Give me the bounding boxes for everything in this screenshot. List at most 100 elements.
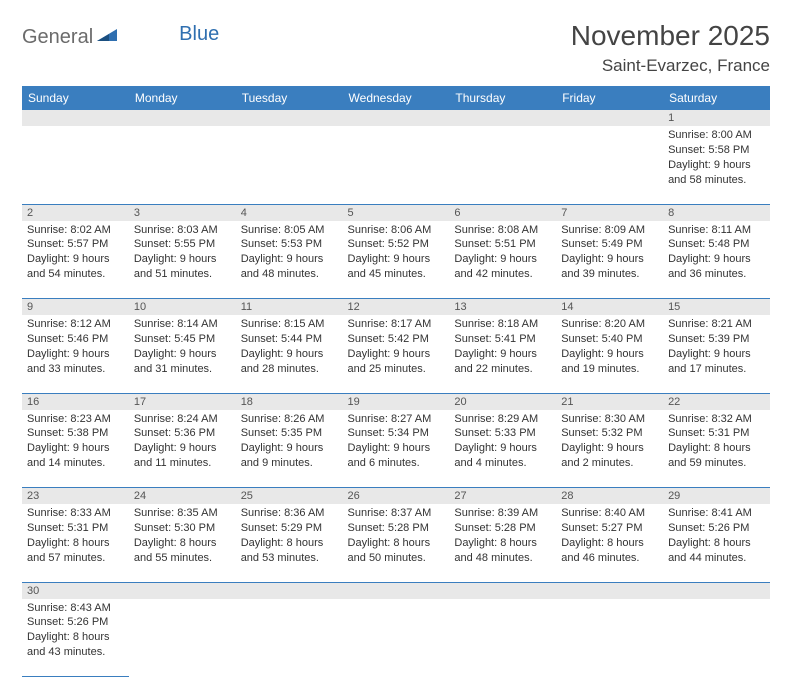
logo: General Blue — [22, 26, 219, 49]
sunrise-text: Sunrise: 8:06 AM — [348, 223, 445, 238]
sunset-text: Sunset: 5:52 PM — [348, 237, 445, 252]
sunset-text: Sunset: 5:51 PM — [454, 237, 551, 252]
day-header-wednesday: Wednesday — [343, 86, 450, 110]
sunrise-text: Sunrise: 8:26 AM — [241, 412, 338, 427]
day-number-cell: 23 — [22, 488, 129, 505]
day-cell: Sunrise: 8:40 AMSunset: 5:27 PMDaylight:… — [556, 504, 663, 582]
day-number-cell: 3 — [129, 204, 236, 221]
day-number-cell: 25 — [236, 488, 343, 505]
day-number-cell: 4 — [236, 204, 343, 221]
empty-cell — [236, 599, 343, 677]
sunset-text: Sunset: 5:42 PM — [348, 332, 445, 347]
day-number-cell — [449, 110, 556, 126]
sunrise-text: Sunrise: 8:18 AM — [454, 317, 551, 332]
empty-cell — [449, 599, 556, 677]
sunrise-text: Sunrise: 8:09 AM — [561, 223, 658, 238]
daylight-text: Daylight: 9 hours and 11 minutes. — [134, 441, 231, 471]
day-cell: Sunrise: 8:03 AMSunset: 5:55 PMDaylight:… — [129, 221, 236, 299]
day-number-cell: 6 — [449, 204, 556, 221]
day-header-monday: Monday — [129, 86, 236, 110]
sunset-text: Sunset: 5:46 PM — [27, 332, 124, 347]
sunrise-text: Sunrise: 8:35 AM — [134, 506, 231, 521]
day-cell: Sunrise: 8:09 AMSunset: 5:49 PMDaylight:… — [556, 221, 663, 299]
day-number-cell — [129, 110, 236, 126]
daylight-text: Daylight: 9 hours and 45 minutes. — [348, 252, 445, 282]
day-number-cell: 13 — [449, 299, 556, 316]
day-number-cell — [236, 582, 343, 599]
day-data-row: Sunrise: 8:12 AMSunset: 5:46 PMDaylight:… — [22, 315, 770, 393]
empty-cell — [343, 599, 450, 677]
sunset-text: Sunset: 5:39 PM — [668, 332, 765, 347]
sunrise-text: Sunrise: 8:37 AM — [348, 506, 445, 521]
sunrise-text: Sunrise: 8:00 AM — [668, 128, 765, 143]
day-data-row: Sunrise: 8:33 AMSunset: 5:31 PMDaylight:… — [22, 504, 770, 582]
empty-cell — [129, 126, 236, 204]
sunset-text: Sunset: 5:44 PM — [241, 332, 338, 347]
day-number-cell: 10 — [129, 299, 236, 316]
day-header-saturday: Saturday — [663, 86, 770, 110]
day-number-cell: 20 — [449, 393, 556, 410]
daylight-text: Daylight: 9 hours and 28 minutes. — [241, 347, 338, 377]
sunrise-text: Sunrise: 8:43 AM — [27, 601, 124, 616]
day-cell: Sunrise: 8:39 AMSunset: 5:28 PMDaylight:… — [449, 504, 556, 582]
logo-text-general: General — [22, 26, 93, 49]
day-number-row: 16171819202122 — [22, 393, 770, 410]
sunrise-text: Sunrise: 8:08 AM — [454, 223, 551, 238]
location-subtitle: Saint-Evarzec, France — [571, 56, 770, 76]
day-number-row: 30 — [22, 582, 770, 599]
sunrise-text: Sunrise: 8:20 AM — [561, 317, 658, 332]
sunset-text: Sunset: 5:26 PM — [27, 615, 124, 630]
empty-cell — [129, 599, 236, 677]
day-cell: Sunrise: 8:43 AMSunset: 5:26 PMDaylight:… — [22, 599, 129, 677]
day-number-cell — [449, 582, 556, 599]
day-cell: Sunrise: 8:32 AMSunset: 5:31 PMDaylight:… — [663, 410, 770, 488]
header: General Blue November 2025 Saint-Evarzec… — [22, 20, 770, 76]
daylight-text: Daylight: 9 hours and 19 minutes. — [561, 347, 658, 377]
day-cell: Sunrise: 8:11 AMSunset: 5:48 PMDaylight:… — [663, 221, 770, 299]
day-number-cell — [556, 582, 663, 599]
logo-flag-icon — [97, 27, 119, 48]
sunset-text: Sunset: 5:58 PM — [668, 143, 765, 158]
day-number-cell: 2 — [22, 204, 129, 221]
day-number-row: 23242526272829 — [22, 488, 770, 505]
daylight-text: Daylight: 8 hours and 53 minutes. — [241, 536, 338, 566]
empty-cell — [343, 126, 450, 204]
day-cell: Sunrise: 8:24 AMSunset: 5:36 PMDaylight:… — [129, 410, 236, 488]
sunset-text: Sunset: 5:48 PM — [668, 237, 765, 252]
day-number-cell: 11 — [236, 299, 343, 316]
sunrise-text: Sunrise: 8:33 AM — [27, 506, 124, 521]
empty-cell — [663, 599, 770, 677]
sunset-text: Sunset: 5:35 PM — [241, 426, 338, 441]
daylight-text: Daylight: 9 hours and 17 minutes. — [668, 347, 765, 377]
daylight-text: Daylight: 9 hours and 31 minutes. — [134, 347, 231, 377]
sunrise-text: Sunrise: 8:02 AM — [27, 223, 124, 238]
day-number-cell: 27 — [449, 488, 556, 505]
day-header-sunday: Sunday — [22, 86, 129, 110]
day-cell: Sunrise: 8:29 AMSunset: 5:33 PMDaylight:… — [449, 410, 556, 488]
sunset-text: Sunset: 5:27 PM — [561, 521, 658, 536]
day-number-cell: 8 — [663, 204, 770, 221]
daylight-text: Daylight: 9 hours and 54 minutes. — [27, 252, 124, 282]
sunset-text: Sunset: 5:29 PM — [241, 521, 338, 536]
day-number-cell: 15 — [663, 299, 770, 316]
day-number-cell: 17 — [129, 393, 236, 410]
sunrise-text: Sunrise: 8:05 AM — [241, 223, 338, 238]
sunset-text: Sunset: 5:26 PM — [668, 521, 765, 536]
sunset-text: Sunset: 5:45 PM — [134, 332, 231, 347]
day-number-cell: 22 — [663, 393, 770, 410]
page-title: November 2025 — [571, 20, 770, 52]
day-cell: Sunrise: 8:06 AMSunset: 5:52 PMDaylight:… — [343, 221, 450, 299]
day-number-cell: 9 — [22, 299, 129, 316]
sunset-text: Sunset: 5:36 PM — [134, 426, 231, 441]
empty-cell — [236, 126, 343, 204]
day-number-cell: 24 — [129, 488, 236, 505]
day-number-cell: 29 — [663, 488, 770, 505]
sunset-text: Sunset: 5:55 PM — [134, 237, 231, 252]
sunset-text: Sunset: 5:28 PM — [454, 521, 551, 536]
daylight-text: Daylight: 9 hours and 39 minutes. — [561, 252, 658, 282]
day-number-cell: 19 — [343, 393, 450, 410]
day-cell: Sunrise: 8:15 AMSunset: 5:44 PMDaylight:… — [236, 315, 343, 393]
sunrise-text: Sunrise: 8:32 AM — [668, 412, 765, 427]
daylight-text: Daylight: 9 hours and 6 minutes. — [348, 441, 445, 471]
day-number-row: 9101112131415 — [22, 299, 770, 316]
